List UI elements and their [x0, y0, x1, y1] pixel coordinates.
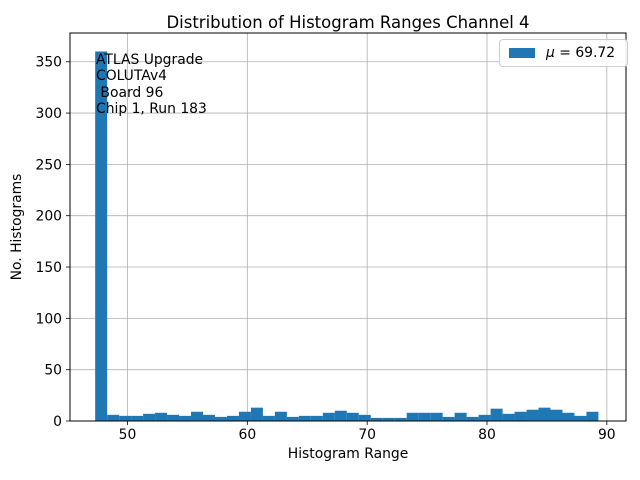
histogram-bar [550, 409, 563, 421]
histogram-bar [310, 415, 323, 421]
histogram-bar [226, 415, 239, 421]
legend: μ = 69.72 [499, 39, 628, 67]
annotation-block: ATLAS Upgrade COLUTAv4 Board 96 Chip 1, … [96, 52, 207, 118]
histogram-bar [418, 412, 431, 421]
y-tick-label: 250 [35, 157, 62, 173]
histogram-bar [179, 415, 192, 421]
y-tick-label: 350 [35, 55, 62, 71]
x-tick-label: 70 [358, 427, 376, 443]
histogram-bar [346, 412, 359, 421]
histogram-bar [262, 415, 275, 421]
axes-spines [69, 32, 627, 422]
x-axis-label: Histogram Range [287, 446, 409, 462]
histogram-bar [562, 412, 575, 421]
histogram-bar [155, 412, 168, 421]
histogram-bar [430, 412, 443, 421]
histogram-bar [454, 412, 467, 421]
histogram-bar [574, 415, 587, 421]
histogram-bar [358, 414, 371, 421]
histogram-bar [298, 415, 311, 421]
histogram-bar [119, 415, 132, 421]
histogram-bar [490, 408, 503, 421]
histogram-bar [286, 416, 299, 421]
histogram-bar [214, 416, 227, 421]
annotation-line: ATLAS Upgrade [96, 52, 204, 68]
histogram-bar [514, 411, 527, 421]
legend-color-swatch [509, 48, 535, 58]
histogram-bar [382, 417, 395, 421]
legend-mu-symbol: μ [546, 45, 555, 61]
annotation-line: Board 96 [96, 84, 164, 101]
histogram-bar [406, 412, 419, 421]
histogram-bar [526, 409, 539, 421]
histogram-bar [394, 417, 407, 421]
legend-value-text: = 69.72 [554, 45, 616, 61]
histogram-bar [95, 51, 108, 421]
histogram-bar [370, 417, 383, 421]
x-tick-label: 50 [119, 427, 137, 443]
chart-title: Distribution of Histogram Ranges Channel… [166, 13, 530, 32]
y-tick-label: 100 [35, 311, 62, 327]
x-tick-label: 60 [239, 427, 257, 443]
histogram-bar [334, 410, 347, 421]
histogram-bar [167, 414, 180, 421]
histogram-bar [538, 407, 551, 421]
y-tick-label: 200 [35, 209, 62, 225]
histogram-bar [131, 415, 144, 421]
y-tick-label: 150 [35, 260, 62, 276]
x-tick-label: 80 [478, 427, 496, 443]
legend-label: μ = 69.72 [546, 45, 615, 61]
y-tick-label: 300 [35, 106, 62, 122]
histogram-bar [322, 412, 335, 421]
histogram-bar [107, 414, 120, 421]
y-tick-label: 0 [53, 414, 62, 430]
histogram-bar [586, 411, 599, 421]
histogram-bar [442, 416, 455, 421]
histogram-bar [466, 416, 479, 421]
annotation-line: COLUTAv4 [96, 68, 167, 85]
histogram-bar [143, 413, 156, 421]
y-axis-label: No. Histograms [9, 173, 25, 281]
y-tick-label: 50 [44, 363, 62, 379]
annotation-line: Chip 1, Run 183 [96, 101, 207, 118]
x-tick-label: 90 [598, 427, 616, 443]
histogram-bar [250, 407, 263, 421]
histogram-bar [238, 411, 251, 421]
histogram-bar [478, 414, 491, 421]
histogram-bar [191, 411, 204, 421]
histogram-bar [502, 413, 515, 421]
histogram-bar [203, 414, 215, 421]
histogram-bar [274, 411, 287, 421]
